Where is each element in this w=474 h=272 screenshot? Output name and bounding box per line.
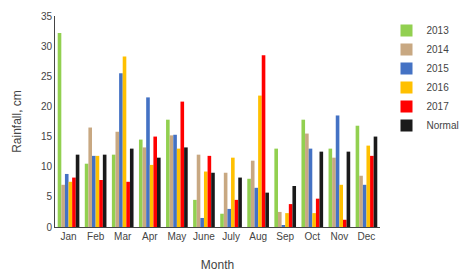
svg-text:May: May (167, 231, 186, 242)
svg-text:Feb: Feb (87, 231, 105, 242)
svg-text:5: 5 (46, 191, 52, 202)
svg-text:June: June (193, 231, 215, 242)
svg-text:25: 25 (41, 71, 53, 82)
svg-text:30: 30 (41, 41, 53, 52)
svg-text:July: July (222, 231, 240, 242)
svg-text:Dec: Dec (358, 231, 376, 242)
svg-text:Month: Month (201, 258, 234, 272)
svg-text:Nov: Nov (330, 231, 348, 242)
svg-text:Sep: Sep (276, 231, 294, 242)
svg-text:Oct: Oct (305, 231, 321, 242)
svg-text:Normal: Normal (427, 120, 459, 131)
svg-text:2013: 2013 (427, 25, 450, 36)
svg-text:Apr: Apr (142, 231, 158, 242)
svg-text:0: 0 (46, 222, 52, 233)
svg-text:2014: 2014 (427, 44, 450, 55)
svg-text:2017: 2017 (427, 101, 450, 112)
svg-text:2015: 2015 (427, 63, 450, 74)
svg-text:15: 15 (41, 131, 53, 142)
svg-text:Jan: Jan (60, 231, 76, 242)
svg-text:10: 10 (41, 161, 53, 172)
svg-text:Mar: Mar (114, 231, 132, 242)
svg-text:20: 20 (41, 101, 53, 112)
svg-text:Rainfall, cm: Rainfall, cm (10, 90, 24, 153)
svg-text:Aug: Aug (249, 231, 267, 242)
svg-text:2016: 2016 (427, 82, 450, 93)
svg-text:35: 35 (41, 11, 53, 22)
